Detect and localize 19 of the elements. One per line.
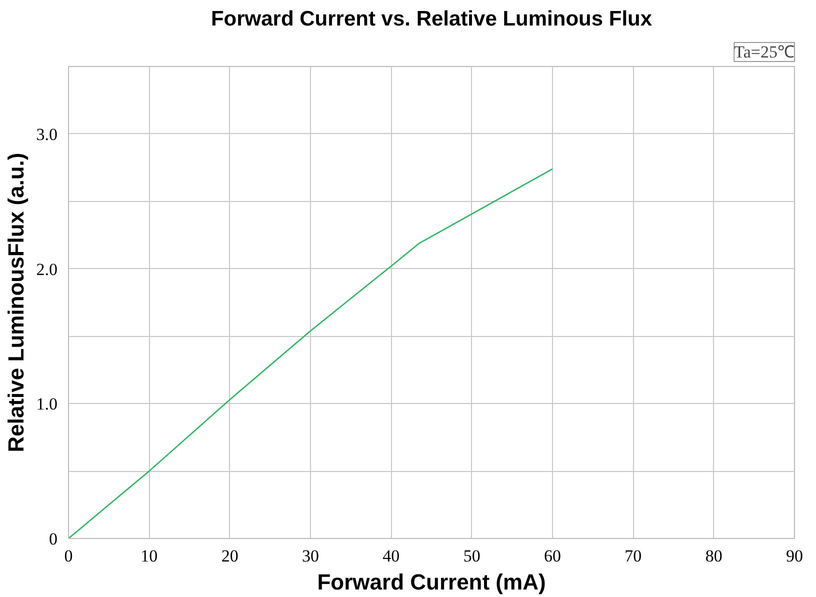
x-tick-label: 10 bbox=[140, 546, 158, 566]
x-axis-title: Forward Current (mA) bbox=[317, 570, 546, 594]
chart-title: Forward Current vs. Relative Luminous Flux bbox=[210, 8, 652, 30]
line-series bbox=[68, 168, 554, 538]
x-tick-label: 40 bbox=[382, 546, 400, 566]
x-tick-label: 60 bbox=[544, 546, 561, 566]
y-axis-title: Relative LuminousFlux (a.u.) bbox=[3, 152, 28, 452]
x-tick-label: 20 bbox=[221, 546, 238, 566]
x-tick-label: 90 bbox=[786, 546, 803, 566]
x-tick-label: 70 bbox=[624, 546, 642, 566]
text: Ta=25℃ bbox=[734, 42, 795, 62]
x-tick-label: 50 bbox=[463, 546, 480, 566]
y-tick-label: 1.0 bbox=[36, 394, 58, 414]
y-tick-label: 2.0 bbox=[36, 260, 58, 279]
y-tick-label: 3.0 bbox=[36, 124, 58, 144]
x-tick-label: 80 bbox=[705, 546, 722, 566]
y-tick-label: 0 bbox=[49, 530, 58, 548]
x-tick-label: 30 bbox=[302, 546, 319, 566]
x-tick-label: 0 bbox=[64, 546, 73, 566]
